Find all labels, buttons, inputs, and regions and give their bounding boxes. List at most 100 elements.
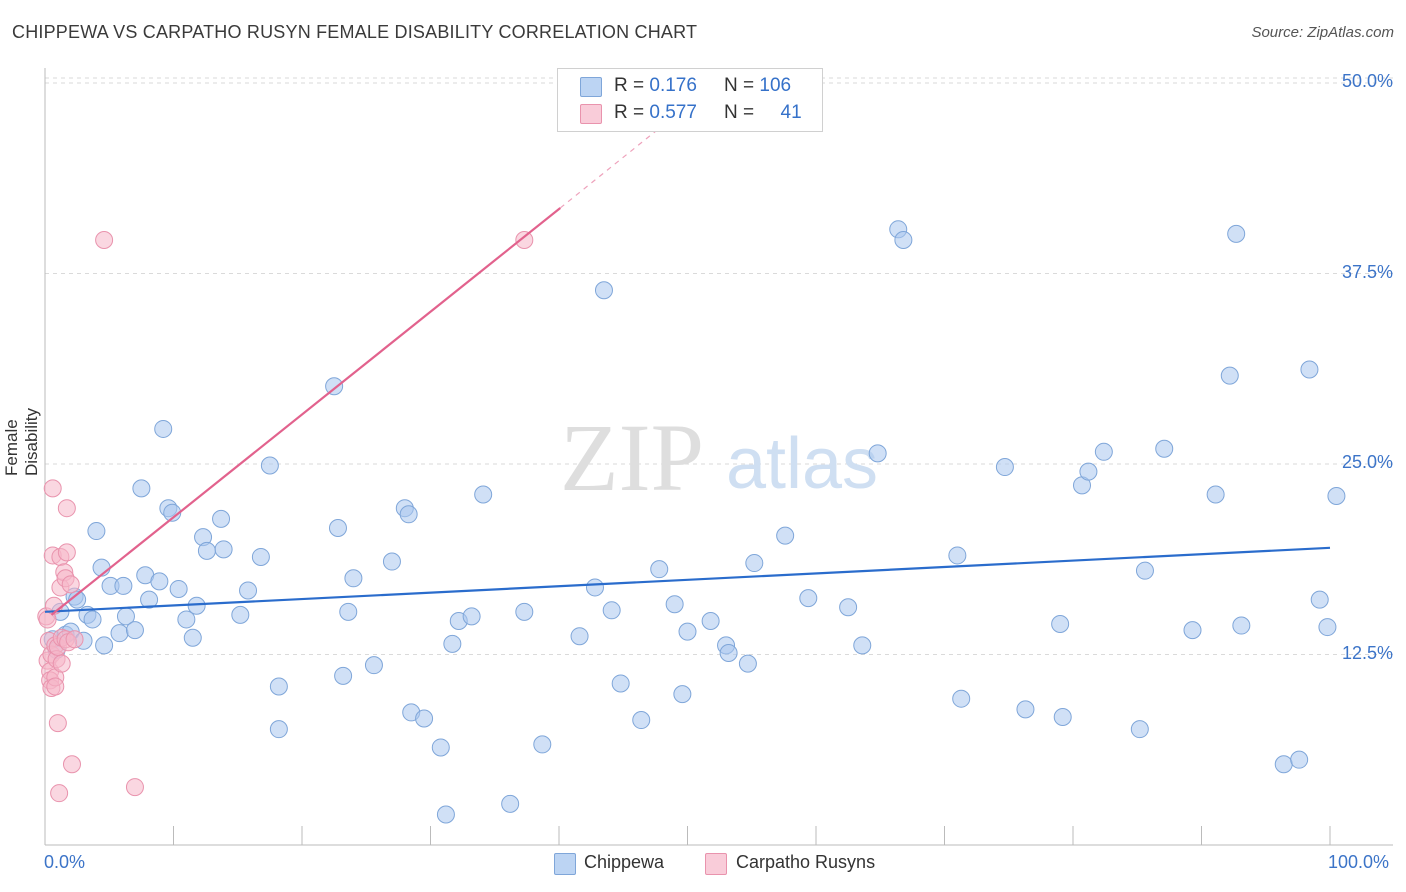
chippewa-point-76: [839, 598, 858, 617]
watermark-atlas: atlas: [726, 424, 878, 504]
carpatho-point-31: [95, 230, 114, 249]
chippewa-point-65: [650, 560, 669, 579]
chippewa-point-34: [239, 581, 258, 600]
legend-swatch-blue: [580, 77, 602, 97]
chippewa-point-101: [1310, 590, 1329, 609]
carpatho-point-17: [50, 784, 69, 803]
chippewa-point-58: [533, 735, 552, 754]
chippewa-point-71: [719, 643, 738, 662]
chippewa-points: [43, 220, 1346, 824]
chippewa-point-18: [132, 479, 151, 498]
chippewa-point-33: [231, 605, 250, 624]
chippewa-point-14: [110, 624, 129, 643]
carpatho-point-25: [57, 499, 76, 518]
chippewa-point-51: [436, 805, 455, 824]
chippewa-point-55: [474, 485, 493, 504]
chippewa-point-42: [339, 602, 358, 621]
chippewa-point-67: [673, 685, 692, 704]
carpatho-point-21: [52, 654, 71, 673]
axes: [44, 68, 1393, 846]
chippewa-point-90: [1130, 720, 1149, 739]
chippewa-point-49: [415, 709, 434, 728]
chippewa-point-31: [212, 509, 231, 528]
chippewa-point-6: [68, 590, 87, 609]
chippewa-point-45: [382, 552, 401, 571]
chippewa-point-73: [745, 554, 764, 573]
chippewa-point-28: [187, 596, 206, 615]
y-tick-label-0: 12.5%: [1341, 642, 1393, 663]
chippewa-point-27: [183, 628, 202, 647]
carpatho-point-28: [61, 575, 80, 594]
chippewa-point-100: [1300, 360, 1319, 379]
chippewa-point-43: [344, 569, 363, 588]
chippewa-point-62: [602, 601, 621, 620]
chippewa-point-35: [251, 547, 270, 566]
legend-carpatho-swatch: [705, 853, 727, 875]
chippewa-point-50: [431, 738, 450, 757]
chippewa-point-92: [1155, 439, 1174, 458]
chippewa-point-37: [269, 677, 288, 696]
chippewa-point-39: [325, 377, 344, 396]
chippewa-point-98: [1274, 755, 1293, 774]
chippewa-trend-line: [44, 546, 1331, 613]
y-tick-label-1: 25.0%: [1341, 452, 1393, 472]
chippewa-point-21: [150, 572, 169, 591]
watermark-zip: ZIP: [560, 404, 704, 511]
chippewa-point-75: [799, 589, 818, 608]
carpatho-point-26: [57, 543, 76, 562]
chippewa-point-64: [632, 711, 651, 730]
carpatho-point-8: [43, 479, 62, 498]
chippewa-point-78: [868, 444, 887, 463]
grid-lines: [45, 77, 1393, 655]
legend-r-chippewa: R = 0.176: [614, 75, 697, 96]
chippewa-point-69: [701, 611, 720, 630]
chippewa-point-38: [269, 720, 288, 739]
chippewa-point-86: [1053, 707, 1072, 726]
legend-n-chippewa: N = 106: [724, 75, 792, 96]
chippewa-point-102: [1318, 618, 1337, 637]
chippewa-point-52: [443, 634, 462, 653]
carpatho-point-13: [46, 677, 65, 696]
chippewa-point-80: [894, 230, 913, 249]
source-label: Source: ZipAtlas.com: [1251, 24, 1394, 41]
chippewa-point-12: [95, 636, 114, 655]
chippewa-point-94: [1206, 485, 1225, 504]
chippewa-point-91: [1135, 561, 1154, 580]
legend-chippewa-swatch: [554, 853, 576, 875]
chippewa-point-40: [328, 519, 347, 538]
chippewa-point-10: [87, 522, 106, 541]
chippewa-point-20: [140, 590, 159, 609]
carpatho-point-32: [125, 778, 144, 797]
carpatho-trend-line: [50, 207, 561, 616]
carpatho-point-29: [62, 755, 81, 774]
legend-chippewa-label: Chippewa: [584, 852, 665, 872]
chippewa-point-54: [462, 607, 481, 626]
chippewa-point-61: [594, 281, 613, 300]
x-tick-max: 100.0%: [1328, 852, 1390, 872]
chippewa-point-44: [364, 656, 383, 675]
y-tick-label-2: 37.5%: [1341, 261, 1393, 282]
chippewa-point-74: [776, 526, 795, 545]
carpatho-trend-extension: [559, 120, 669, 209]
chippewa-point-97: [1232, 616, 1251, 635]
carpatho-point-16: [48, 714, 67, 733]
chippewa-point-56: [501, 794, 520, 813]
chippewa-point-22: [154, 419, 173, 438]
chippewa-point-72: [738, 654, 757, 673]
chippewa-point-32: [214, 540, 233, 559]
chippewa-point-63: [611, 674, 630, 693]
chippewa-point-59: [570, 627, 589, 646]
chippewa-point-82: [952, 689, 971, 708]
chippewa-point-25: [169, 579, 188, 598]
chippewa-point-17: [125, 621, 144, 640]
chippewa-point-85: [1051, 615, 1070, 634]
chippewa-point-96: [1227, 224, 1246, 243]
legend-swatch-pink: [580, 104, 602, 124]
chippewa-point-68: [678, 622, 697, 641]
correlation-legend: R = 0.176 N = 106 R = 0.577 N = 41: [557, 68, 823, 132]
chippewa-point-30: [197, 541, 216, 560]
chippewa-point-84: [1016, 700, 1035, 719]
chippewa-point-83: [995, 458, 1014, 477]
chippewa-point-36: [260, 456, 279, 475]
